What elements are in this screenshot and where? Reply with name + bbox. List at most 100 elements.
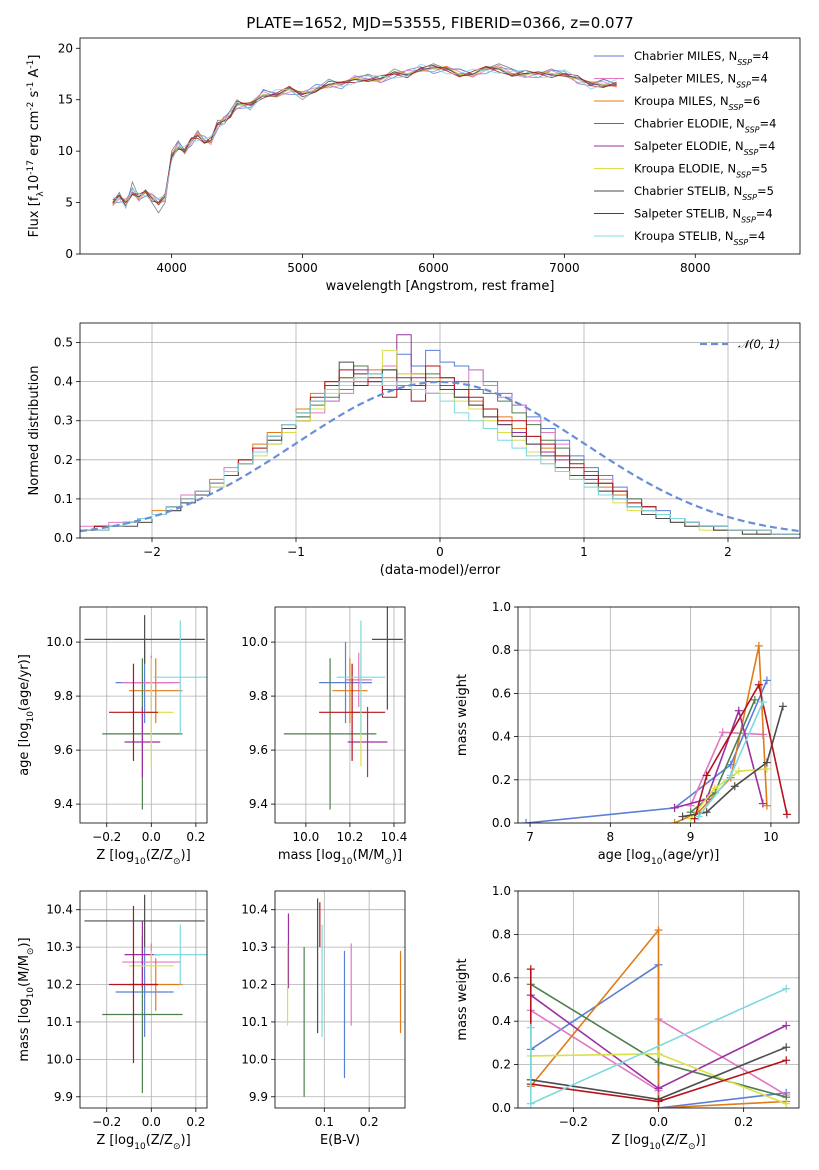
axes-frame [274, 606, 406, 824]
x-axis-label: age [log10(age/yr)] [598, 848, 720, 867]
histogram-kroupa_stelib [80, 373, 800, 538]
y-tick-label: 0.2 [492, 1058, 511, 1072]
legend-label-chabrier_stelib: Chabrier STELIB, NSSP=5 [634, 184, 774, 202]
y-tick-label: 9.6 [249, 743, 268, 757]
model-spectrum-kroupa_miles [112, 66, 617, 206]
y-tick-label: 9.8 [249, 689, 268, 703]
y-tick-label: 10.0 [46, 1052, 73, 1066]
y-tick-label: 0.8 [492, 643, 511, 657]
legend-label-gaussian: 𝒩(0, 1) [738, 337, 780, 351]
figure-title: PLATE=1652, MJD=53555, FIBERID=0366, z=0… [246, 14, 633, 32]
weight-line-chabrier_miles [525, 680, 768, 823]
x-tick-label: −0.2 [92, 830, 121, 844]
legend-label-salpeter_miles: Salpeter MILES, NSSP=4 [634, 72, 768, 90]
y-tick-label: 10.1 [46, 1015, 73, 1029]
y-tick-label: 9.8 [54, 689, 73, 703]
model-spectrum-chabrier_stelib [112, 65, 617, 206]
x-tick-label: −0.2 [92, 1115, 121, 1129]
y-tick-label: 0.0 [492, 816, 511, 830]
legend-label-salpeter_elodie: Salpeter ELODIE, NSSP=4 [634, 139, 775, 157]
y-tick-label: 0.1 [54, 492, 73, 506]
x-tick-label: 10.2 [337, 830, 364, 844]
y-axis-label: mass [log10(M/M⊙)] [17, 937, 36, 1061]
plot-area-age_vs_mass [283, 607, 403, 810]
axes-mass_vs_Z: −0.2 0.0 0.2 9.9 10.0 10.1 10.2 10.3 10.4 Z [log1… [17, 890, 208, 1152]
x-tick-label: 8 [607, 830, 615, 844]
plot-area-age_vs_Z [84, 615, 207, 810]
model-spectrum-chabrier_miles [112, 66, 617, 204]
x-tick-label: −1 [287, 545, 305, 559]
y-tick-label: 10.0 [241, 1052, 268, 1066]
x-tick-label: 0.0 [649, 1115, 668, 1129]
x-tick-label: 0 [436, 545, 444, 559]
model-spectrum-salpeter_miles [112, 64, 617, 207]
y-tick-label: 0.8 [492, 927, 511, 941]
y-tick-label: 10 [58, 144, 73, 158]
spectrum-legend: Chabrier MILES, NSSP=4 Salpeter MILES, NS… [594, 49, 776, 247]
y-tick-label: 9.4 [54, 797, 73, 811]
x-tick-label: 0.0 [142, 1115, 161, 1129]
model-spectrum-kroupa_stelib [112, 63, 617, 209]
y-tick-label: 10.0 [241, 635, 268, 649]
legend-label-kroupa_stelib: Kroupa STELIB, NSSP=4 [634, 229, 765, 247]
plot-area-residuals [80, 334, 800, 538]
y-tick-label: 1.0 [492, 600, 511, 614]
y-tick-label: 15 [58, 93, 73, 107]
x-tick-label: 4000 [156, 261, 187, 275]
y-tick-label: 0.0 [492, 1101, 511, 1115]
legend-label-kroupa_miles: Kroupa MILES, NSSP=6 [634, 94, 760, 112]
x-tick-label: 2 [724, 545, 732, 559]
y-tick-label: 10.0 [46, 635, 73, 649]
y-tick-label: 9.4 [249, 797, 268, 811]
x-tick-label: 5000 [287, 261, 318, 275]
axes-frame [517, 890, 800, 1109]
x-tick-label: 10.0 [292, 830, 319, 844]
x-tick-label: 0.2 [186, 830, 205, 844]
legend-label-chabrier_elodie: Chabrier ELODIE, NSSP=4 [634, 117, 776, 135]
y-axis-label: mass weight [455, 958, 470, 1040]
model-spectrum-kroupa_elodie [112, 67, 617, 205]
y-tick-label: 0.2 [54, 453, 73, 467]
y-tick-label: 0.4 [54, 375, 73, 389]
y-tick-label: 0.0 [54, 531, 73, 545]
x-tick-label: 7000 [549, 261, 580, 275]
y-axis-label: Flux [fλ10-17 erg cm-2 s-1 A-1] [26, 55, 46, 238]
x-tick-label: −0.2 [559, 1115, 588, 1129]
x-axis-label: Z [log10(Z/Z⊙)] [96, 848, 190, 867]
x-tick-label: 6000 [418, 261, 449, 275]
data-spectrum-line [112, 63, 617, 214]
axes-residuals: −2 −1 0 1 2 0.0 0.1 0.2 0.3 0.4 0.5 (data-model)/er… [27, 322, 801, 578]
y-tick-label: 10.3 [46, 940, 73, 954]
x-tick-label: 0.2 [360, 1115, 379, 1129]
axes-frame [79, 890, 208, 1109]
x-axis-label: mass [log10(M/M⊙)] [278, 848, 402, 867]
y-tick-label: 10.2 [241, 978, 268, 992]
y-tick-label: 0 [65, 247, 73, 261]
x-tick-label: 10 [763, 830, 778, 844]
axes-spectrum: 4000 5000 6000 7000 8000 0 5 10 15 20 wavelength [… [26, 37, 801, 294]
y-tick-label: 0.2 [492, 773, 511, 787]
y-tick-label: 10.4 [46, 903, 73, 917]
axes-mass_vs_ebv: 0.1 0.2 9.9 10.0 10.1 10.2 10.3 10.4 E(B-V) [241, 890, 406, 1148]
axes-age_vs_mass: 10.0 10.2 10.4 9.4 9.6 9.8 10.0 mass [log10(M/M… [241, 606, 408, 867]
y-axis-label: age [log10(age/yr)] [17, 654, 36, 776]
residuals-legend: 𝒩(0, 1) [700, 337, 780, 351]
x-axis-label: Z [log10(Z/Z⊙)] [96, 1133, 190, 1152]
x-tick-label: 10.4 [381, 830, 408, 844]
weight-line-salpeter_stelib [693, 682, 788, 819]
legend-label-kroupa_elodie: Kroupa ELODIE, NSSP=5 [634, 162, 768, 180]
y-tick-label: 0.4 [492, 1014, 511, 1028]
y-tick-label: 9.9 [249, 1090, 268, 1104]
model-spectrum-chabrier_elodie [112, 67, 617, 205]
y-tick-label: 5 [65, 196, 73, 210]
legend-label-salpeter_stelib: Salpeter STELIB, NSSP=4 [634, 207, 773, 225]
plot-area-weight_vs_age [522, 641, 791, 823]
x-tick-label: 0.2 [186, 1115, 205, 1129]
x-tick-label: 9 [687, 830, 695, 844]
y-tick-label: 10.3 [241, 940, 268, 954]
y-tick-label: 0.4 [492, 730, 511, 744]
y-tick-label: 9.9 [54, 1090, 73, 1104]
axes-age_vs_Z: −0.2 0.0 0.2 9.4 9.6 9.8 10.0 Z [log10(Z/Z⊙)] ag… [17, 606, 208, 867]
